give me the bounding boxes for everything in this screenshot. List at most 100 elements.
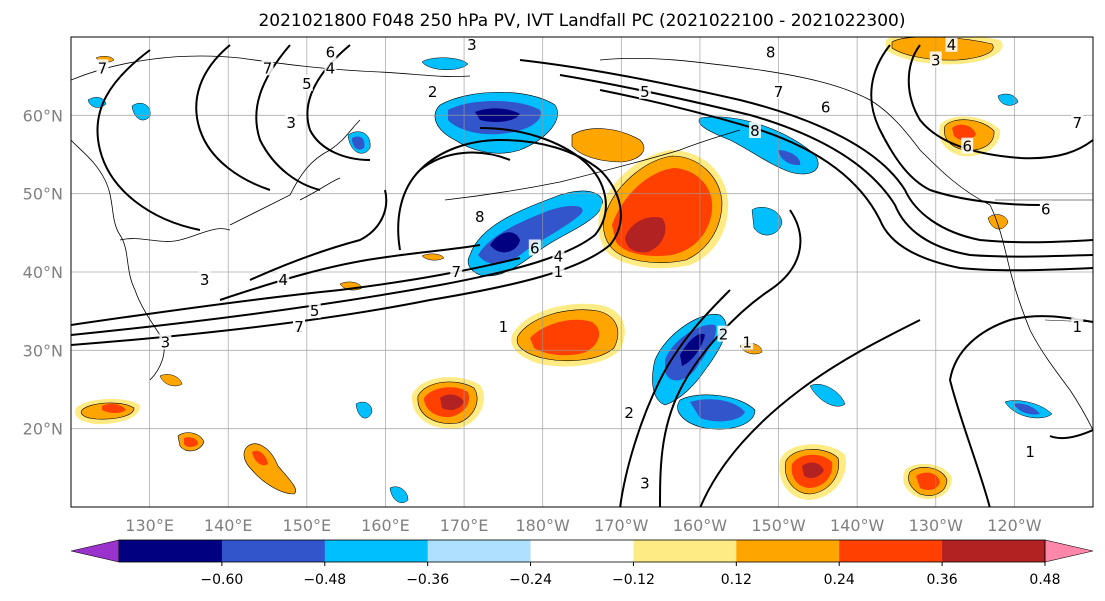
pv-contour-15 [559, 74, 1093, 258]
colorbar-segment [736, 540, 840, 562]
lat-tick-label: 30°N [23, 341, 63, 360]
pv-label-background [300, 75, 313, 91]
pv-label-background [638, 474, 651, 491]
pv-contour-label: 8 [766, 44, 776, 62]
colorbar-frame [118, 539, 1046, 563]
pv-label-background [285, 114, 298, 131]
colorbar-tick-label: −0.12 [612, 572, 655, 588]
negative-anomaly-central-north-pacific [467, 190, 603, 277]
pv-label-background [277, 270, 290, 287]
pv-label-background [324, 43, 337, 60]
positive-anomaly-northeast-pacific [886, 37, 1009, 230]
lon-tick-label: 140°W [830, 516, 885, 535]
colorbar-tick-label: −0.60 [200, 572, 243, 588]
pv-label-background [945, 37, 958, 52]
pv-contour-4 [219, 244, 481, 301]
pv-contour-label: 1 [499, 318, 509, 336]
lon-tick-label: 170°E [440, 516, 489, 535]
pv-label-background [465, 37, 478, 52]
lon-tick-label: 180°W [516, 516, 571, 535]
lon-tick-label: 140°E [204, 516, 253, 535]
pv-contour-label: 4 [278, 271, 288, 289]
pv-contour-label: 6 [326, 44, 336, 62]
lon-tick-label: 150°W [751, 516, 806, 535]
pv-contour-label: 4 [554, 247, 564, 265]
pv-contour-label: 1 [554, 263, 564, 281]
pv-contour-label: 8 [750, 122, 760, 140]
pv-contour-label: 7 [263, 59, 273, 77]
colorbar-segment [119, 540, 223, 562]
pv-label-background [261, 59, 274, 76]
pv-label-background [638, 82, 651, 99]
pv-contour-label: 6 [821, 99, 831, 117]
figure-title: 2021021800 F048 250 hPa PV, IVT Landfall… [258, 11, 905, 31]
pv-contour-label: 3 [467, 36, 477, 54]
lon-tick-label: 120°W [987, 516, 1042, 535]
pv-label-background [961, 137, 974, 154]
colorbar-extend-high [1044, 539, 1094, 563]
map-plot-area: 111112222333333444455566666777777888 [71, 36, 1093, 507]
negative-anomaly-north-pacific-high [434, 91, 558, 154]
pv-label-background [819, 98, 832, 115]
coastline-north-america-west [989, 204, 1093, 431]
pv-contour-label: 6 [1041, 200, 1051, 218]
pv-label-background [772, 82, 785, 99]
pv-contour-label: 6 [530, 240, 540, 258]
pv-label-background [292, 317, 305, 334]
colorbar-tick-labels: −0.60 −0.48 −0.36 −0.24 −0.12 0.12 0.24 0.36 0.4… [200, 562, 1061, 588]
pv-contour-7 [195, 44, 271, 191]
pv-contour-17 [870, 44, 1041, 206]
pv-label-background [764, 43, 777, 60]
colorbar-tick-label: 0.12 [721, 572, 752, 588]
lat-tick-label: 40°N [23, 263, 63, 282]
pv-contour-16 [519, 59, 1093, 244]
colorbar-segment [839, 540, 943, 562]
negative-anomaly-subtropical-central [652, 314, 756, 430]
pv-label-background [426, 82, 439, 99]
pv-contour-label: 5 [640, 83, 650, 101]
colorbar-segment [633, 540, 737, 562]
colorbar-segment [530, 540, 634, 562]
graticule-grid [71, 37, 1093, 507]
pv-contour-1 [71, 138, 622, 346]
pv-label-background [552, 247, 565, 264]
pv-contour-label: 7 [774, 83, 784, 101]
pv-contour-label: 1 [1025, 443, 1035, 461]
pv-label-background [1071, 114, 1084, 131]
colorbar-segment [221, 540, 326, 562]
map-frame [70, 36, 1094, 508]
pv-contour-label: 3 [161, 334, 171, 352]
ivt-shading-layer [74, 37, 1053, 503]
colorbar-segment [427, 540, 532, 562]
colorbar-segment [942, 540, 1046, 562]
pv-label-background [552, 263, 565, 279]
pv-contour-label: 7 [1073, 114, 1083, 132]
pv-contour-20 [397, 151, 511, 251]
lon-tick-label: 160°E [361, 516, 410, 535]
negative-anomaly-gulf-of-alaska [698, 116, 819, 175]
pv-contour-11 [619, 289, 731, 507]
pv-contour-13 [948, 315, 1093, 507]
positive-anomaly-subtropical-west [511, 303, 625, 367]
colorbar-tick-label: −0.24 [509, 572, 552, 588]
pv-contour-label: 2 [624, 404, 634, 422]
colorbar-tick-label: 0.36 [927, 572, 958, 588]
pv-contour-label: 8 [475, 208, 485, 226]
lon-tick-label: 150°E [283, 516, 332, 535]
pv-contour-3 [71, 257, 521, 326]
pv-contour-label: 3 [640, 475, 650, 493]
pv-contour-label: 4 [326, 59, 336, 77]
pv-contour-label: 5 [302, 75, 312, 93]
pv-label-background [96, 59, 109, 76]
pv-label-background [528, 239, 541, 256]
border-us-mexico [1044, 319, 1093, 323]
pv-label-background [717, 325, 730, 342]
pv-contour-label: 1 [1073, 318, 1083, 336]
longitude-tick-labels: 130°E 140°E 150°E 160°E 170°E 180°W 170°W 160°W… [125, 516, 1041, 535]
pv-contour-19 [1049, 429, 1093, 439]
pv-contour-label: 2 [719, 326, 729, 344]
pv-label-background [473, 208, 486, 225]
colorbar-tick-label: 0.24 [824, 572, 855, 588]
pv-contour-label: 7 [451, 263, 461, 281]
positive-anomaly-subtropical-cells [74, 56, 952, 500]
